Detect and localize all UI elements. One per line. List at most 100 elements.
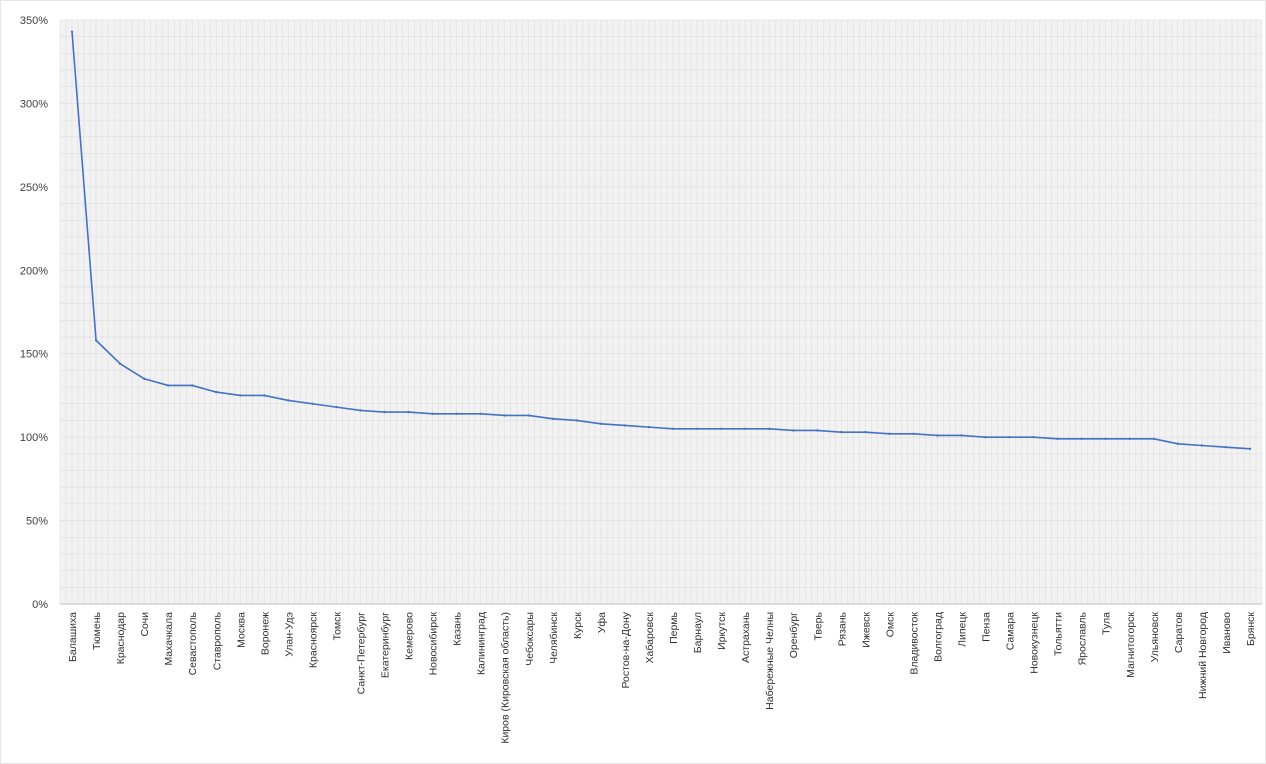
x-category-label: Магнитогорск — [1125, 612, 1137, 678]
data-point — [431, 413, 433, 415]
x-category-label: Кемерово — [404, 612, 416, 660]
x-category-label: Воронеж — [259, 612, 271, 655]
x-category-label: Липецк — [957, 612, 969, 647]
data-point — [143, 378, 145, 380]
y-tick-label: 0% — [32, 599, 48, 611]
x-category-label: Тюмень — [91, 611, 103, 650]
data-point — [768, 428, 770, 430]
data-point — [600, 423, 602, 425]
x-category-label: Чебоксары — [524, 612, 536, 666]
y-tick-label: 250% — [20, 182, 48, 194]
x-category-label: Томск — [331, 612, 343, 641]
x-category-label: Ижевск — [860, 612, 872, 648]
data-point — [263, 394, 265, 396]
data-point — [648, 426, 650, 428]
x-category-label: Ульяновск — [1149, 612, 1161, 663]
data-point — [167, 384, 169, 386]
data-point — [1105, 438, 1107, 440]
data-point — [1249, 448, 1251, 450]
x-category-label: Курск — [572, 612, 584, 639]
y-tick-label: 150% — [20, 349, 48, 361]
x-category-label: Хабаровск — [644, 612, 656, 664]
x-category-label: Владивосток — [908, 612, 920, 675]
x-category-label: Ставрополь — [211, 611, 223, 670]
x-category-label: Севастополь — [187, 611, 199, 675]
data-point — [720, 428, 722, 430]
x-category-label: Иркутск — [716, 612, 728, 650]
y-tick-label: 50% — [26, 516, 48, 528]
data-point — [696, 428, 698, 430]
y-tick-label: 300% — [20, 98, 48, 110]
x-category-label: Омск — [884, 612, 896, 638]
y-tick-label: 200% — [20, 265, 48, 277]
data-point — [335, 406, 337, 408]
data-point — [1201, 444, 1203, 446]
data-point — [864, 431, 866, 433]
data-point — [215, 391, 217, 393]
x-category-label: Барнаул — [692, 612, 704, 653]
vertical-gridlines — [60, 20, 1262, 604]
data-point — [239, 394, 241, 396]
x-category-label: Москва — [235, 612, 247, 648]
x-category-label: Нижний Новгород — [1197, 612, 1209, 699]
x-category-label: Волгоград — [932, 612, 944, 662]
data-point — [287, 399, 289, 401]
x-category-label: Красноярск — [307, 612, 319, 668]
data-point — [1008, 436, 1010, 438]
data-point — [1129, 438, 1131, 440]
data-point — [359, 409, 361, 411]
data-point — [1177, 443, 1179, 445]
data-point — [383, 411, 385, 413]
x-category-label: Пенза — [981, 612, 993, 642]
data-point — [552, 418, 554, 420]
data-point — [624, 424, 626, 426]
x-category-label: Саратов — [1173, 612, 1185, 654]
data-point — [95, 339, 97, 341]
data-point — [480, 413, 482, 415]
x-category-label: Махачкала — [163, 612, 175, 666]
x-category-label: Оренбург — [788, 612, 800, 658]
x-category-label: Краснодар — [115, 612, 127, 664]
data-point — [1153, 438, 1155, 440]
data-point — [71, 30, 73, 32]
data-point — [119, 363, 121, 365]
x-category-label: Казань — [452, 611, 464, 645]
data-point — [840, 431, 842, 433]
x-category-label: Санкт-Петербург — [356, 612, 368, 695]
x-category-label: Уфа — [596, 612, 608, 633]
data-point — [455, 413, 457, 415]
data-point — [1225, 446, 1227, 448]
data-point — [672, 428, 674, 430]
data-point — [936, 434, 938, 436]
x-category-label: Балашиха — [67, 612, 79, 662]
x-category-label: Самара — [1005, 612, 1017, 650]
x-category-label: Тольятти — [1053, 612, 1065, 656]
data-point — [311, 403, 313, 405]
x-category-label: Пермь — [668, 611, 680, 643]
data-point — [191, 384, 193, 386]
data-point — [984, 436, 986, 438]
data-point — [1056, 438, 1058, 440]
x-category-label: Астрахань — [740, 611, 752, 663]
data-point — [744, 428, 746, 430]
x-category-label: Ростов-на-Дону — [620, 611, 632, 688]
data-point — [792, 429, 794, 431]
y-tick-label: 100% — [20, 432, 48, 444]
x-category-label: Улан-Удэ — [283, 612, 295, 657]
data-point — [1081, 438, 1083, 440]
x-category-label: Ярославль — [1077, 611, 1089, 665]
x-category-label: Иваново — [1221, 612, 1233, 654]
x-category-label: Челябинск — [548, 612, 560, 664]
x-category-label: Новосибирск — [428, 612, 440, 676]
data-point — [960, 434, 962, 436]
data-point — [407, 411, 409, 413]
x-category-label: Тверь — [812, 611, 824, 640]
x-category-label: Сочи — [139, 612, 151, 637]
data-point — [816, 429, 818, 431]
data-point — [1032, 436, 1034, 438]
data-point — [528, 414, 530, 416]
data-point — [888, 433, 890, 435]
x-category-label: Рязань — [836, 611, 848, 646]
